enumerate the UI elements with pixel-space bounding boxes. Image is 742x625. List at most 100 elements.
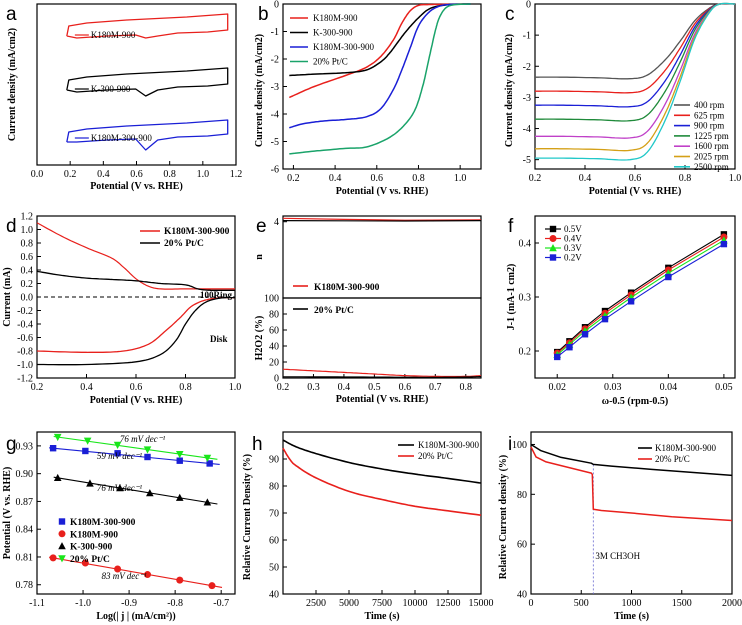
panel-b-legend-K-300-900: K-300-900 — [313, 28, 353, 38]
panel-f-ytick-label: 0.2 — [519, 347, 532, 358]
panel-e-bottom-ytick-label: 20 — [269, 358, 279, 369]
panel-f-point — [566, 344, 573, 351]
panel-f-legend-0.2V: 0.2V — [564, 253, 582, 263]
panel-f-legend-marker — [549, 244, 557, 252]
panel-c-legend-625 rpm: 625 rpm — [694, 110, 724, 120]
panel-c-ytick-label: -5 — [523, 155, 531, 166]
panel-b-ytick-label: -2 — [271, 55, 279, 66]
panel-i-ytick-label: 100 — [512, 440, 527, 451]
panel-f-ytick-label: 0.4 — [519, 239, 532, 250]
panel-d-xtick-label: 0.4 — [80, 382, 93, 393]
panel-h-legend-20% Pt/C: 20% Pt/C — [418, 451, 453, 461]
panel-d-ytick-label: 0.8 — [21, 239, 34, 250]
panel-g-point — [81, 559, 89, 567]
panel-f-ytick-label: 0.3 — [519, 293, 532, 304]
panel-a-letter: a — [6, 4, 17, 25]
panel-g-xtick-label: -0.8 — [167, 598, 183, 609]
panel-e-top-ytick-label: 4 — [274, 217, 279, 228]
panel-d-ytick-label: 1.0 — [21, 225, 34, 236]
panel-d-letter: d — [6, 216, 17, 237]
panel-g-xtick-label: -1.1 — [29, 598, 45, 609]
panel-h-ytick-label: 40 — [269, 590, 279, 601]
panel-d-xtick-label: 0.2 — [31, 382, 44, 393]
panel-b-ytick-label: -1 — [271, 27, 279, 38]
panel-f-point — [720, 240, 728, 248]
panel-h-ytick-label: 70 — [269, 509, 279, 520]
panel-g-point — [208, 582, 216, 590]
panel-b-series-K180M-300-900 — [289, 3, 471, 129]
panel-d-ytick-label: -1.0 — [17, 360, 33, 371]
panel-c-ytick-label: -3 — [523, 93, 531, 104]
panel-c-xtick-label: 1.0 — [729, 173, 742, 184]
panel-f-legend-marker — [549, 254, 557, 261]
panel-g-xlabel: Log(| j | (mA/cm²)) — [96, 611, 175, 622]
panel-a-xtick-label: 0.6 — [130, 169, 143, 180]
panel-e-bottom-ytick-label: 40 — [269, 342, 279, 353]
panel-d-xlabel: Potential (V vs. RHE) — [90, 395, 183, 406]
panel-g-fit-K180M-900 — [49, 556, 223, 588]
panel-f-line-0.3V — [556, 239, 725, 356]
panel-g-frame — [36, 431, 236, 595]
panel-d-ytick-label: -0.6 — [17, 333, 33, 344]
panel-g-point — [49, 445, 57, 452]
panel-g-point — [53, 473, 62, 482]
panel-g-point — [146, 489, 154, 497]
panel-g-legend-K-300-900: K-300-900 — [70, 543, 112, 553]
panel-a-xtick-label: 0.4 — [97, 169, 110, 180]
panel-c-xlabel: Potential (V vs. RHE) — [589, 186, 682, 197]
panel-a-label-K180M-900: K180M-900 — [91, 30, 136, 40]
panel-f-legend-marker — [549, 235, 557, 242]
panel-g-point — [176, 576, 184, 584]
panel-e-n-K180M — [282, 217, 482, 221]
panel-g-legend-marker — [58, 530, 66, 538]
panel-c-legend-1225 rpm: 1225 rpm — [694, 131, 729, 141]
panel-f-xtick-label: 0.02 — [548, 382, 566, 393]
panel-g-point — [53, 433, 62, 442]
panel-h-xtick-label: 10000 — [403, 598, 428, 609]
panel-a-xtick-label: 0.8 — [163, 169, 176, 180]
panel-h-ytick-label: 50 — [269, 563, 279, 574]
panel-g-xtick-label: -1.0 — [75, 598, 91, 609]
panel-g-xtick-label: -0.9 — [121, 598, 137, 609]
panel-b-legend-K180M-900: K180M-900 — [313, 13, 358, 23]
panel-g-fit-K180M-300-900 — [49, 447, 220, 465]
panel-g-ylabel: Potential (V vs. RHE) — [2, 467, 13, 560]
panel-h-legend-K180M-300-900: K180M-300-900 — [418, 440, 479, 450]
panel-i-ytick-label: 40 — [517, 590, 527, 601]
panel-e-ylabel-h2o2: H2O2 (%) — [254, 316, 265, 361]
panel-g-ytick-label: 0.93 — [16, 441, 34, 452]
panel-g-point — [144, 571, 152, 579]
panel-g-legend-marker — [58, 555, 66, 563]
panel-e-ylabel-n: n — [254, 254, 265, 260]
panel-g-fit-K-300-900 — [53, 476, 218, 505]
panel-d-ring-K180M — [36, 222, 235, 290]
panel-d-ring-Pt — [36, 270, 235, 291]
panel-i-ytick-label: 60 — [517, 540, 527, 551]
panel-h-xtick-label: 5000 — [339, 598, 359, 609]
panel-d-ytick-label: 1.2 — [21, 212, 34, 223]
panel-g-point — [203, 454, 212, 462]
panel-f-ylabel: J-1 (mA-1 cm2) — [506, 264, 517, 331]
panel-g-xtick-label: -0.7 — [213, 598, 229, 609]
panel-c-legend-400 rpm: 400 rpm — [694, 100, 724, 110]
panel-g-point — [175, 493, 184, 501]
panel-g-point — [176, 457, 183, 464]
panel-i-ylabel: Relative Current density (%) — [498, 455, 509, 580]
panel-h-xtick-label: 2500 — [306, 598, 326, 609]
panel-f-xtick-label: 0.05 — [715, 382, 733, 393]
panel-h-xlabel: Time (s) — [364, 611, 399, 622]
panel-i-xtick-label: 500 — [574, 598, 589, 609]
panel-i-xtick-label: 2000 — [722, 598, 742, 609]
panel-c-xtick-label: 0.6 — [629, 173, 642, 184]
panel-i-xtick-label: 1000 — [622, 598, 642, 609]
panel-g-point — [114, 450, 121, 457]
panel-b-ytick-label: -3 — [271, 82, 279, 93]
panel-a-xtick-label: 1.0 — [197, 169, 210, 180]
panel-g-ytick-label: 0.81 — [16, 552, 34, 563]
panel-a-label-K180M-300-900: K180M-300-900 — [91, 133, 152, 143]
panel-c-xtick-label: 0.4 — [579, 173, 592, 184]
panel-b-xtick-label: 0.6 — [371, 173, 384, 184]
panel-b-ytick-label: 0 — [274, 0, 279, 11]
panel-e-xtick-label: 0.8 — [460, 382, 473, 393]
panel-g-ytick-label: 0.84 — [16, 525, 34, 536]
